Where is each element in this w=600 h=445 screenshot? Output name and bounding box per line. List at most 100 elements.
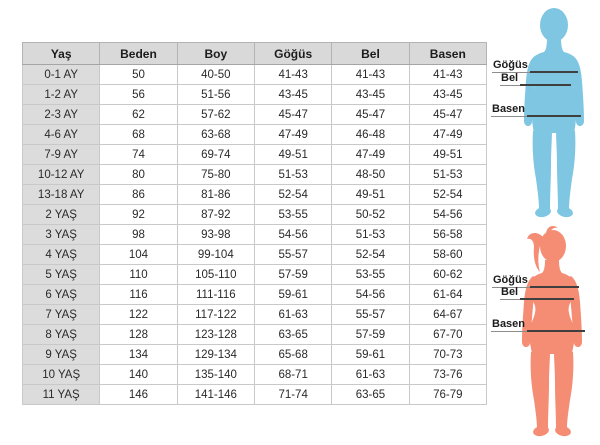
value-cell: 64-67	[408, 304, 488, 325]
boy-chest-measure: Göğüs	[492, 59, 578, 73]
value-cell: 45-47	[331, 104, 410, 125]
value-cell: 49-51	[408, 144, 488, 165]
value-cell: 55-57	[331, 304, 410, 325]
value-cell: 110	[99, 264, 178, 285]
girl-hips-label: Basen	[491, 318, 528, 332]
girl-waist-measure: Bel	[500, 286, 575, 300]
column-header: Beden	[99, 42, 178, 65]
value-cell: 45-47	[253, 104, 333, 125]
value-cell: 59-61	[331, 344, 410, 365]
value-cell: 105-110	[176, 264, 255, 285]
boy-waist-line	[520, 84, 572, 86]
table-row: 4-6 AY 68 63-68 47-49 46-48 47-49	[21, 124, 488, 145]
value-cell: 43-45	[331, 84, 410, 105]
table-row: 7 YAŞ 122 117-122 61-63 55-57 64-67	[21, 304, 488, 325]
table-body: 0-1 AY 50 40-50 41-43 41-43 41-43 1-2 AY 56 51-5…	[21, 64, 488, 405]
value-cell: 40-50	[176, 64, 255, 85]
table-row: 9 YAŞ 134 129-134 65-68 59-61 70-73	[21, 344, 488, 365]
boy-waist-measure: Bel	[500, 72, 572, 86]
value-cell: 104	[99, 244, 178, 265]
value-cell: 63-65	[253, 324, 333, 345]
table-row: 5 YAŞ 110 105-110 57-59 53-55 60-62	[21, 264, 488, 285]
value-cell: 57-62	[176, 104, 255, 125]
value-cell: 56-58	[408, 224, 488, 245]
age-cell: 10 YAŞ	[21, 364, 101, 385]
value-cell: 51-53	[331, 224, 410, 245]
age-cell: 1-2 AY	[21, 84, 101, 105]
boy-hips-label: Basen	[491, 103, 528, 117]
value-cell: 50	[99, 64, 178, 85]
value-cell: 49-51	[331, 184, 410, 205]
value-cell: 140	[99, 364, 178, 385]
value-cell: 111-116	[176, 284, 255, 305]
value-cell: 54-56	[408, 204, 488, 225]
value-cell: 123-128	[176, 324, 255, 345]
value-cell: 43-45	[408, 84, 488, 105]
value-cell: 61-64	[408, 284, 488, 305]
value-cell: 87-92	[176, 204, 255, 225]
value-cell: 73-76	[408, 364, 488, 385]
value-cell: 141-146	[176, 384, 255, 405]
girl-hips-measure: Basen	[491, 318, 586, 332]
value-cell: 55-57	[253, 244, 333, 265]
table-row: 0-1 AY 50 40-50 41-43 41-43 41-43	[21, 64, 488, 85]
value-cell: 67-70	[408, 324, 488, 345]
age-cell: 13-18 AY	[21, 184, 101, 205]
value-cell: 57-59	[253, 264, 333, 285]
value-cell: 53-55	[253, 204, 333, 225]
table-row: 2 YAŞ 92 87-92 53-55 50-52 54-56	[21, 204, 488, 225]
value-cell: 41-43	[253, 64, 333, 85]
girl-chest-measure: Göğüs	[492, 274, 579, 288]
column-header: Basen	[408, 42, 488, 65]
value-cell: 71-74	[253, 384, 333, 405]
value-cell: 59-61	[253, 284, 333, 305]
value-cell: 68-71	[253, 364, 333, 385]
table-row: 3 YAŞ 98 93-98 54-56 51-53 56-58	[21, 224, 488, 245]
value-cell: 86	[99, 184, 178, 205]
value-cell: 63-65	[331, 384, 410, 405]
value-cell: 134	[99, 344, 178, 365]
table-row: 4 YAŞ 104 99-104 55-57 52-54 58-60	[21, 244, 488, 265]
column-header: Göğüs	[253, 42, 333, 65]
table-row: 8 YAŞ 128 123-128 63-65 57-59 67-70	[21, 324, 488, 345]
value-cell: 116	[99, 284, 178, 305]
boy-hips-measure: Basen	[491, 103, 582, 117]
header-row: Yaş Beden Boy Göğüs Bel Basen	[21, 42, 488, 65]
girl-silhouette	[522, 226, 582, 437]
value-cell: 60-62	[408, 264, 488, 285]
age-cell: 0-1 AY	[21, 64, 101, 85]
value-cell: 81-86	[176, 184, 255, 205]
girl-waist-label: Bel	[500, 286, 521, 300]
table-row: 6 YAŞ 116 111-116 59-61 54-56 61-64	[21, 284, 488, 305]
value-cell: 54-56	[253, 224, 333, 245]
boy-chest-line	[529, 71, 578, 73]
value-cell: 99-104	[176, 244, 255, 265]
value-cell: 54-56	[331, 284, 410, 305]
age-cell: 9 YAŞ	[21, 344, 101, 365]
column-header: Bel	[331, 42, 410, 65]
value-cell: 122	[99, 304, 178, 325]
age-cell: 8 YAŞ	[21, 324, 101, 345]
table-row: 13-18 AY 86 81-86 52-54 49-51 52-54	[21, 184, 488, 205]
value-cell: 146	[99, 384, 178, 405]
age-cell: 5 YAŞ	[21, 264, 101, 285]
value-cell: 52-54	[253, 184, 333, 205]
value-cell: 43-45	[253, 84, 333, 105]
table-row: 2-3 AY 62 57-62 45-47 45-47 45-47	[21, 104, 488, 125]
value-cell: 41-43	[331, 64, 410, 85]
size-chart-table: Yaş Beden Boy Göğüs Bel Basen 0-1 AY 50 40-50 41…	[21, 42, 488, 405]
column-header: Boy	[176, 42, 255, 65]
value-cell: 45-47	[408, 104, 488, 125]
value-cell: 48-50	[331, 164, 410, 185]
value-cell: 51-56	[176, 84, 255, 105]
value-cell: 58-60	[408, 244, 488, 265]
boy-hips-line	[527, 115, 582, 117]
age-cell: 6 YAŞ	[21, 284, 101, 305]
value-cell: 52-54	[331, 244, 410, 265]
value-cell: 49-51	[253, 144, 333, 165]
value-cell: 41-43	[408, 64, 488, 85]
table-header: Yaş Beden Boy Göğüs Bel Basen	[21, 42, 488, 65]
value-cell: 46-48	[331, 124, 410, 145]
table-row: 10 YAŞ 140 135-140 68-71 61-63 73-76	[21, 364, 488, 385]
value-cell: 75-80	[176, 164, 255, 185]
